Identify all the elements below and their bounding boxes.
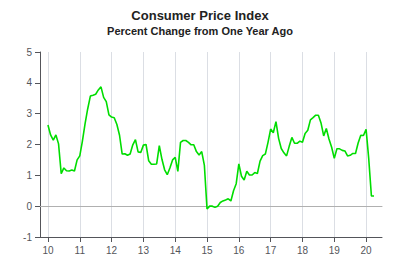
- svg-text:18: 18: [297, 245, 309, 256]
- svg-text:11: 11: [75, 245, 86, 256]
- svg-text:1: 1: [26, 170, 32, 181]
- svg-text:2: 2: [26, 139, 32, 150]
- svg-text:5: 5: [26, 47, 32, 58]
- svg-text:4: 4: [26, 77, 32, 88]
- svg-text:Percent Change from One Year A: Percent Change from One Year Ago: [107, 25, 293, 37]
- svg-text:16: 16: [233, 245, 245, 256]
- svg-text:Consumer Price Index: Consumer Price Index: [131, 8, 269, 23]
- svg-text:19: 19: [329, 245, 341, 256]
- svg-text:13: 13: [138, 245, 150, 256]
- svg-text:15: 15: [201, 245, 213, 256]
- svg-text:20: 20: [361, 245, 373, 256]
- svg-text:3: 3: [26, 108, 32, 119]
- svg-text:0: 0: [26, 201, 32, 212]
- svg-text:17: 17: [265, 245, 277, 256]
- svg-text:12: 12: [106, 245, 118, 256]
- svg-text:14: 14: [170, 245, 182, 256]
- svg-text:-1: -1: [23, 232, 32, 243]
- svg-text:10: 10: [42, 245, 54, 256]
